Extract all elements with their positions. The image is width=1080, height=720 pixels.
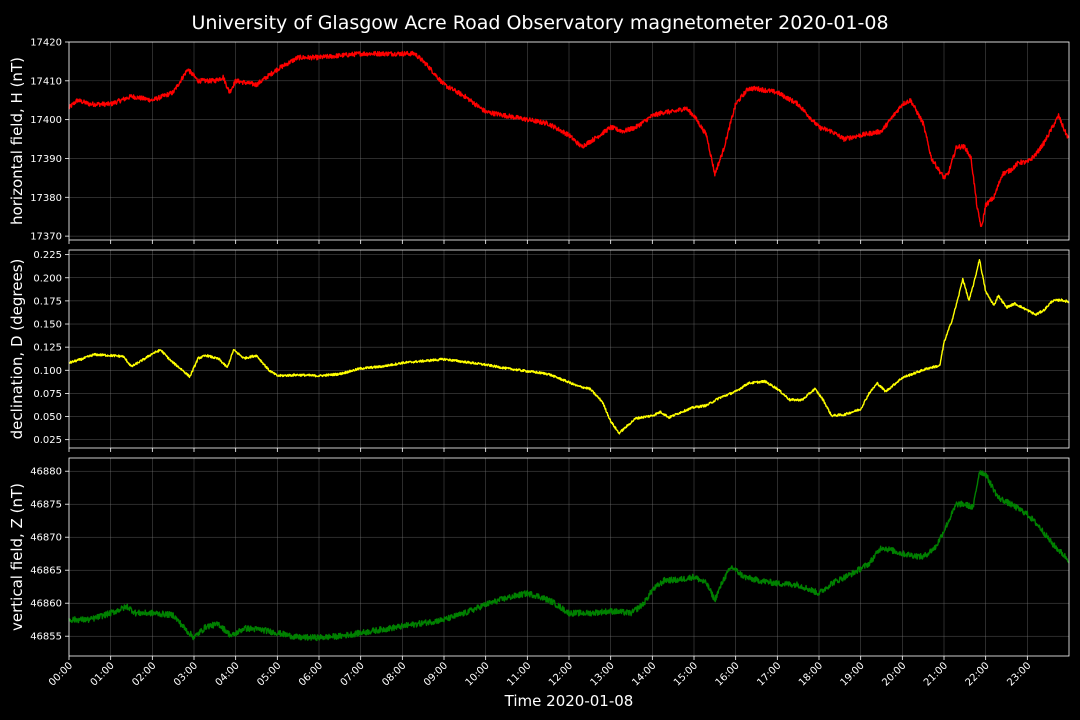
panel-frame	[68, 41, 1070, 241]
y-tick-label: 17390	[30, 154, 62, 165]
y-tick-label: 17400	[30, 115, 62, 126]
panel-z: 46855 46860 46865 46870 46875 46880 vertical f…	[8, 457, 1070, 660]
y-tick-label: 46870	[30, 533, 62, 544]
y-tick-label: 0.225	[33, 250, 62, 261]
chart-title: University of Glasgow Acre Road Observat…	[191, 12, 888, 34]
y-tick-label: 0.050	[33, 412, 62, 423]
y-tick-label: 46875	[30, 500, 62, 511]
y-tick-label: 0.100	[33, 366, 62, 377]
y-tick-label: 46880	[30, 467, 62, 478]
y-tick-label: 0.200	[33, 273, 62, 284]
y-tick-label: 17370	[30, 232, 62, 243]
panel-frame	[68, 457, 1070, 657]
y-tick-label: 0.025	[33, 435, 62, 446]
y-axis-label-z: vertical field, Z (nT)	[8, 483, 26, 631]
y-tick-label: 46865	[30, 566, 62, 577]
series-line-d	[68, 259, 1070, 435]
y-tick-label: 17410	[30, 76, 62, 87]
y-tick-label: 0.150	[33, 320, 62, 331]
panel-d: 0.025 0.050 0.075 0.100 0.125 0.150 0.175 0.200…	[8, 249, 1070, 452]
panels-group: 17370 17380 17390 17400 17410 17420 horizontal…	[8, 38, 1070, 660]
y-tick-label: 46855	[30, 632, 62, 643]
panel-frame	[68, 249, 1070, 449]
series-line-z	[68, 470, 1070, 642]
y-tick-label: 17420	[30, 38, 62, 49]
y-tick-label: 46860	[30, 599, 62, 610]
y-tick-label: 17380	[30, 193, 62, 204]
x-axis-label: Time 2020-01-08	[504, 692, 634, 710]
series-line-h	[68, 50, 1070, 227]
y-tick-label: 0.125	[33, 343, 62, 354]
y-axis-label-d: declination, D (degrees)	[8, 259, 26, 440]
y-tick-label: 0.075	[33, 389, 62, 400]
y-tick-label: 0.175	[33, 296, 62, 307]
panel-h: 17370 17380 17390 17400 17410 17420 horizontal…	[8, 38, 1070, 244]
y-axis-label-h: horizontal field, H (nT)	[8, 57, 26, 225]
